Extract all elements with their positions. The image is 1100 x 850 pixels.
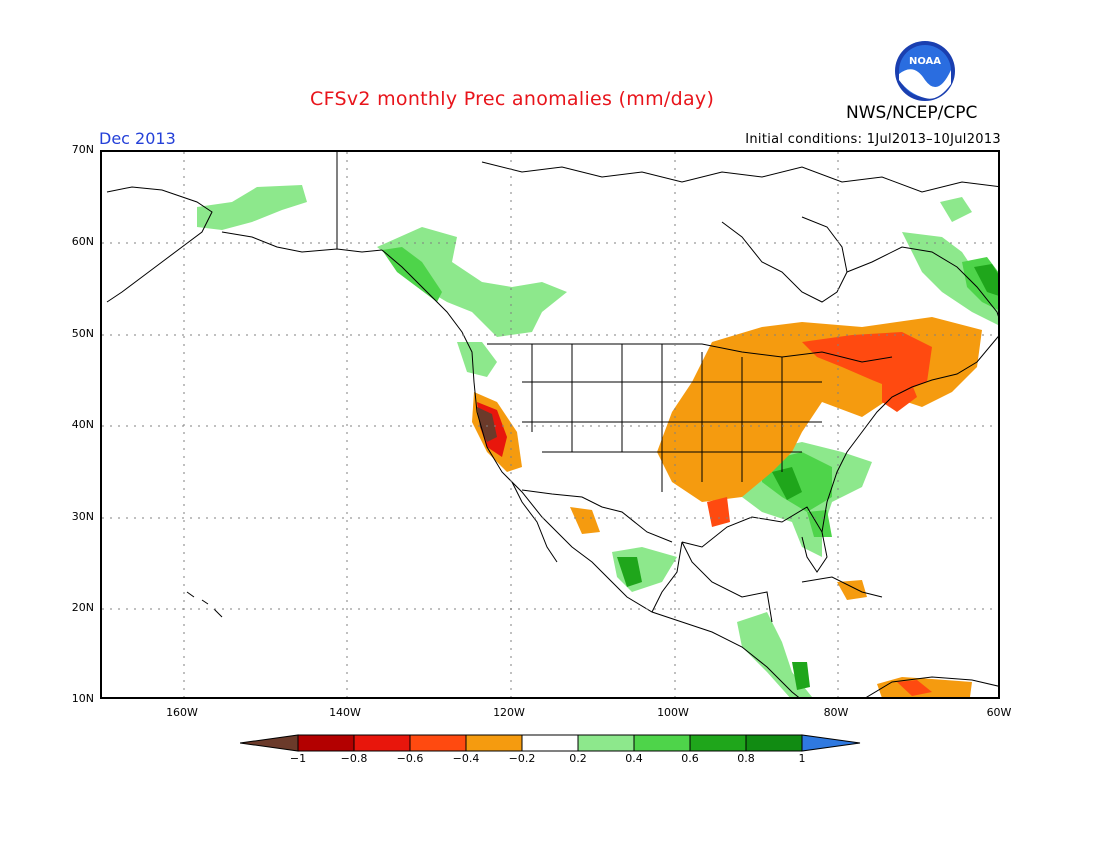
lon-label-80w: 80W (823, 706, 849, 719)
coastline-gulf (681, 506, 828, 573)
colorbar-tick-label: −0.2 (508, 752, 536, 765)
lat-label-40n: 40N (71, 418, 94, 431)
lat-label-60n: 60N (71, 235, 94, 248)
lat-label-70n: 70N (71, 143, 94, 156)
anomaly-patch-bc-positive (377, 227, 567, 337)
lat-label-20n: 20N (71, 601, 94, 614)
anomaly-shading (197, 185, 998, 697)
colorbar-tick-label: 1 (798, 752, 806, 765)
colorbar-box (353, 734, 411, 752)
coastline-cuba (801, 576, 883, 598)
colorbar-tick-label: 0.4 (625, 752, 643, 765)
anomaly-patch-southeast-strong (772, 467, 802, 500)
colorbar (239, 733, 862, 753)
colorbar-box (297, 734, 355, 752)
coastline-hudson-bay (721, 216, 848, 303)
coastline-alaska (106, 186, 213, 303)
anomaly-patch-labrador-positive (902, 232, 998, 325)
anomaly-map (100, 150, 1000, 699)
colorbar-box (633, 734, 691, 752)
colorbar-cap-high (801, 734, 861, 752)
graticule (102, 152, 998, 697)
lon-label-120w: 120W (493, 706, 525, 719)
anomaly-patch-centralamerica-strong (792, 662, 810, 690)
anomaly-patch-caribbean-dry-weak (837, 580, 867, 600)
coastline-mexico-gulf (651, 541, 773, 623)
anomaly-patch-mexico-strong (617, 557, 642, 587)
colorbar-box (577, 734, 635, 752)
logo-text: NOAA (909, 56, 941, 67)
coastline-southamerica (866, 676, 998, 697)
coastlines (106, 152, 998, 697)
lon-label-160w: 160W (166, 706, 198, 719)
anomaly-patch-labrador-strong (974, 264, 998, 296)
valid-month-label: Dec 2013 (99, 129, 176, 148)
anomaly-patch-california-dry-strong (477, 407, 497, 442)
colorbar-box (745, 734, 803, 752)
colorbar-box (465, 734, 523, 752)
colorbar-cap-low (239, 734, 299, 752)
anomaly-patch-alaska-positive (197, 185, 307, 230)
border-us-mexico (521, 489, 673, 543)
colorbar-tick-label: −0.6 (396, 752, 424, 765)
anomaly-patch-nmexico-dry-weak (570, 507, 600, 534)
colorbar-tick-label: 0.8 (737, 752, 755, 765)
colorbar-box (521, 734, 579, 752)
colorbar-tick-label: −0.4 (452, 752, 480, 765)
initial-conditions-label: Initial conditions: 1Jul2013–10Jul2013 (745, 132, 1001, 147)
colorbar-tick-label: −1 (289, 752, 307, 765)
lat-label-30n: 30N (71, 510, 94, 523)
coastline-labrador (846, 246, 998, 317)
anomaly-patch-hudson-positive (940, 197, 972, 222)
colorbar-tick-label: −0.8 (340, 752, 368, 765)
lon-label-100w: 100W (657, 706, 689, 719)
map-canvas (102, 152, 998, 697)
map-title: CFSv2 monthly Prec anomalies (mm/day) (310, 88, 715, 110)
noaa-logo-icon: NOAA (894, 40, 956, 102)
coastline-atlantic (821, 336, 998, 533)
anomaly-patch-centralamerica-positive (737, 612, 812, 697)
lat-label-10n: 10N (71, 692, 94, 705)
state-borders (522, 344, 822, 492)
coastline-alaska-south (221, 231, 383, 253)
agency-label: NWS/NCEP/CPC (846, 103, 978, 123)
colorbar-tick-label: 0.2 (569, 752, 587, 765)
coastline-pacific (381, 249, 800, 697)
colorbar-tick-label: 0.6 (681, 752, 699, 765)
coastline-baja (511, 481, 558, 563)
islands-hawaii (186, 591, 223, 618)
anomaly-patch-northeast-dry-moderate (882, 372, 917, 412)
colorbar-box (409, 734, 467, 752)
anomaly-patch-pnw-positive (457, 342, 497, 377)
lat-label-50n: 50N (71, 327, 94, 340)
lon-label-140w: 140W (329, 706, 361, 719)
anomaly-patch-venezuela-dry-moderate (897, 680, 932, 696)
coastline-arctic (481, 161, 998, 193)
lon-label-60w: 60W (986, 706, 1012, 719)
anomaly-patch-gulf-dry-moderate (707, 497, 730, 527)
colorbar-box (689, 734, 747, 752)
anomaly-patch-bc-moderate (382, 247, 442, 302)
